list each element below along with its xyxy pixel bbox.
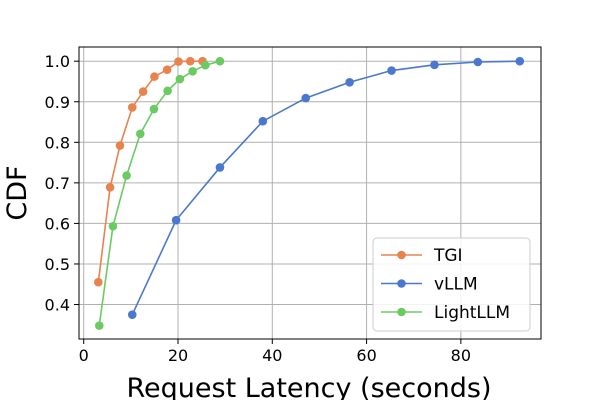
data-point-vllm [258, 116, 268, 126]
data-point-tgi [105, 183, 115, 192]
data-point-tgi [94, 277, 103, 287]
x-tick-label: 0 [79, 346, 89, 365]
legend-label: TGI [433, 246, 463, 266]
y-tick-label: 0.5 [45, 255, 70, 274]
series-layer [94, 56, 525, 330]
series-line-tgi [97, 60, 203, 283]
y-tick-label: 0.4 [45, 296, 70, 315]
x-tick-label: 60 [356, 346, 376, 365]
legend-label: vLLM [434, 275, 478, 295]
data-point-tgi [138, 87, 148, 96]
legend-label: LightLLM [434, 303, 510, 323]
y-tick-label: 0.9 [45, 93, 70, 112]
legend-box [372, 237, 531, 332]
data-point-lightllm [188, 67, 197, 76]
data-point-tgi [150, 72, 159, 81]
data-point-lightllm [135, 129, 145, 139]
data-point-vllm [215, 163, 225, 172]
data-point-lightllm [175, 74, 185, 84]
data-point-vllm [515, 56, 525, 66]
data-point-lightllm [215, 56, 225, 66]
series-lightllm [94, 56, 225, 330]
y-tick-label: 0.6 [45, 214, 70, 233]
legend-swatch-marker [397, 307, 406, 317]
legend-item-vllm: vLLM [381, 275, 478, 295]
series-vllm [127, 56, 525, 319]
x-axis-title: Request Latency (seconds) [127, 373, 492, 400]
y-axis-title: CDF [2, 165, 33, 220]
data-point-vllm [127, 310, 137, 319]
data-point-vllm [171, 215, 181, 225]
series-line-lightllm [98, 60, 221, 326]
data-point-vllm [430, 60, 439, 70]
x-tick-label: 80 [451, 346, 471, 365]
series-tgi [94, 56, 207, 287]
data-point-vllm [387, 66, 396, 75]
data-point-vllm [473, 57, 483, 67]
data-point-tgi [174, 57, 183, 66]
data-point-lightllm [201, 60, 210, 70]
legend-swatch-marker [397, 250, 406, 260]
legend-item-tgi: TGI [381, 246, 463, 266]
data-point-lightllm [163, 86, 172, 96]
y-tick-label: 1.0 [45, 52, 70, 71]
data-point-vllm [301, 93, 311, 103]
axis-ticks: 0 20 40 60 80 0.4 0.5 0.6 0.7 0.8 0.9 1.0 [45, 52, 471, 365]
y-tick-label: 0.8 [45, 133, 70, 152]
x-tick-label: 40 [262, 346, 282, 365]
series-line-vllm [131, 60, 520, 316]
data-point-tgi [115, 141, 125, 150]
legend-item-lightllm: LightLLM [381, 303, 510, 323]
y-tick-label: 0.7 [45, 174, 70, 193]
data-point-lightllm [122, 171, 131, 180]
data-point-lightllm [108, 221, 118, 231]
legend-swatch-marker [397, 279, 406, 288]
plot-frame [78, 46, 542, 340]
x-tick-label: 20 [168, 346, 188, 365]
data-point-tgi [127, 103, 137, 112]
data-point-vllm [345, 77, 354, 87]
data-point-lightllm [149, 104, 159, 114]
data-point-tgi [162, 65, 172, 75]
legend: TGI vLLM LightLLM [372, 237, 531, 332]
data-point-tgi [185, 56, 195, 66]
data-point-lightllm [94, 321, 104, 330]
